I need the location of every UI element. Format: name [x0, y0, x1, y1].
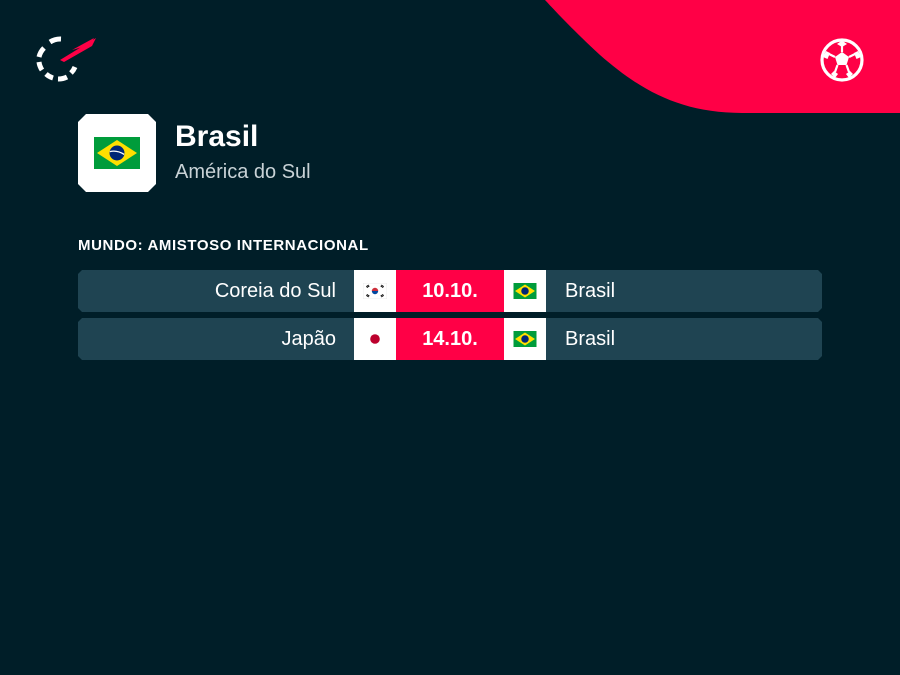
home-flag-box — [354, 318, 396, 360]
home-flag-box — [354, 270, 396, 312]
away-team-name: Brasil — [565, 280, 616, 302]
away-flag-box — [504, 318, 546, 360]
brazil-flag-icon — [94, 137, 140, 169]
match-date: 14.10. — [396, 318, 504, 360]
away-team-name: Brasil — [565, 328, 616, 350]
match-row[interactable]: Coreia do Sul 10.10. Brasil — [78, 270, 822, 312]
header-accent-shape — [545, 0, 900, 113]
home-team-name: Coreia do Sul — [214, 280, 336, 302]
match-date: 10.10. — [396, 270, 504, 312]
brazil-flag-icon — [513, 283, 537, 299]
match-row[interactable]: Japão 14.10. Brasil — [78, 318, 822, 360]
japan-flag-icon — [363, 331, 387, 347]
team-flag-badge — [78, 114, 156, 192]
soccer-ball-icon[interactable] — [819, 37, 865, 83]
away-flag-box — [504, 270, 546, 312]
team-name: Brasil — [175, 120, 259, 153]
team-region: América do Sul — [175, 161, 311, 183]
home-team-name: Japão — [281, 328, 337, 350]
south-korea-flag-icon — [363, 283, 387, 299]
competition-title: MUNDO: AMISTOSO INTERNACIONAL — [78, 237, 369, 254]
flashscore-logo-icon[interactable] — [36, 36, 98, 82]
brazil-flag-icon — [513, 331, 537, 347]
